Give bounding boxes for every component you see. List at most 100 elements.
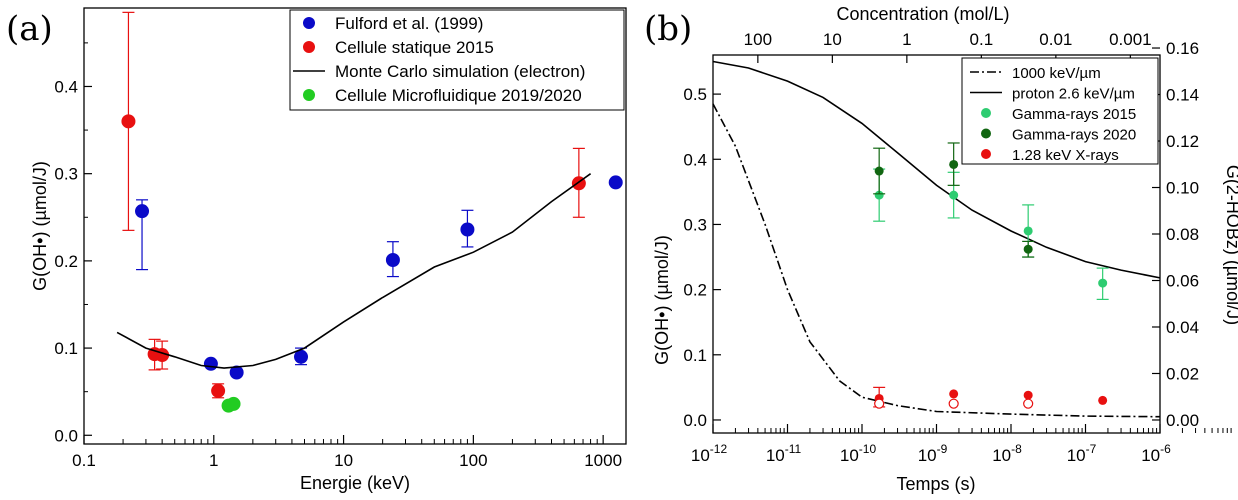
panel-b-x-axis-title: Temps (s) xyxy=(896,474,975,494)
legend-entry-label: Cellule Microfluidique 2019/2020 xyxy=(335,86,582,105)
right-y-tick-label: 0.12 xyxy=(1166,132,1199,151)
x-tick-exponent: -8 xyxy=(1011,442,1022,456)
legend-entry-label: 1.28 keV X-rays xyxy=(1012,147,1119,164)
y-tick-label: 0.4 xyxy=(54,77,78,96)
b-series-5-point xyxy=(1023,398,1034,409)
x-tick-label: 1 xyxy=(209,451,218,470)
right-y-tick-label: 0.04 xyxy=(1166,318,1199,337)
panel-a-y-axis: 0.0 0.1 0.2 0.3 0.4 xyxy=(54,42,92,445)
x-tick-label: 10-7 xyxy=(1067,442,1097,465)
panel-b-right-y-axis-title: G(2-HOBz) (µmol/J) xyxy=(1223,165,1238,325)
panel-b-x-axis: 10-12 10-11 10-10 10-9 10-8 10-7 10-6 xyxy=(691,424,1232,465)
right-y-tick-label: 0.02 xyxy=(1166,364,1199,383)
x-tick-label: 10-6 xyxy=(1141,442,1171,465)
top-tick-label: 0.001 xyxy=(1109,30,1152,49)
right-y-tick-label: 0.10 xyxy=(1166,179,1199,198)
a-series-0-point xyxy=(229,365,244,380)
x-tick-base: 10 xyxy=(1141,446,1160,465)
panel-b-letter: (b) xyxy=(644,9,692,49)
a-series-1-point xyxy=(211,383,226,398)
x-tick-label: 0.1 xyxy=(72,451,96,470)
panel-b-y-axis: 0.0 0.1 0.2 0.3 0.4 0.5 xyxy=(683,85,721,430)
top-tick-label: 10 xyxy=(823,30,842,49)
panel-a-frame xyxy=(83,7,627,445)
panel-b-y-axis-title: G(OH•) (µmol/J) xyxy=(652,235,672,365)
x-tick-base: 10 xyxy=(918,446,937,465)
b-series-4-point xyxy=(949,389,959,399)
y-tick-label: 0.3 xyxy=(54,165,78,184)
y-tick-label: 0.0 xyxy=(54,426,78,445)
b-series-4-point xyxy=(1098,395,1108,405)
right-y-tick-label: 0.06 xyxy=(1166,271,1199,290)
legend-marker-sample xyxy=(981,149,991,159)
panel-b-legend: 1000 keV/µm proton 2.6 keV/µm Gamma-rays 2… xyxy=(961,57,1159,165)
y-tick-label: 0.2 xyxy=(54,252,78,271)
a-series-2-line xyxy=(116,173,592,369)
y-tick-label: 0.1 xyxy=(683,346,707,365)
x-tick-base: 10 xyxy=(1067,446,1086,465)
panel-b-legend-box xyxy=(961,57,1159,165)
panel-b: (b) Concentration (mol/L) 0.00.10.20.30.… xyxy=(644,4,1238,494)
y-tick-label: 0.3 xyxy=(683,215,707,234)
x-tick-base: 10 xyxy=(766,446,785,465)
x-tick-label: 10 xyxy=(334,451,353,470)
y-tick-label: 0.5 xyxy=(683,85,707,104)
b-series-5-point xyxy=(948,398,959,409)
top-tick-label: 1 xyxy=(902,30,911,49)
panel-b-series xyxy=(712,60,1161,418)
x-tick-label: 10-10 xyxy=(840,442,877,465)
b-series-3-point xyxy=(1023,244,1033,254)
right-y-tick-label: 0.14 xyxy=(1166,86,1199,105)
y-tick-label: 0.0 xyxy=(683,411,707,430)
x-tick-base: 10 xyxy=(992,446,1011,465)
legend-entry-label: proton 2.6 keV/µm xyxy=(1012,86,1135,103)
a-series-0-point xyxy=(294,349,309,364)
legend-entry-label: Monte Carlo simulation (electron) xyxy=(335,62,585,81)
x-tick-label: 100 xyxy=(459,451,487,470)
panel-a-x-axis: 0.1 1 10 100 1000 xyxy=(72,435,622,470)
legend-marker-sample xyxy=(303,89,315,101)
legend-marker-sample xyxy=(981,108,991,118)
legend-marker-sample xyxy=(303,41,315,53)
legend-entry-label: Gamma-rays 2015 xyxy=(1012,106,1136,123)
legend-entry-label: Gamma-rays 2020 xyxy=(1012,127,1136,144)
x-tick-exponent: -7 xyxy=(1086,442,1097,456)
y-tick-label: 0.4 xyxy=(683,150,707,169)
x-tick-exponent: -9 xyxy=(937,442,948,456)
x-tick-exponent: -12 xyxy=(710,442,728,456)
b-series-2-point xyxy=(1098,278,1108,288)
legend-entry-label: Cellule statique 2015 xyxy=(335,38,494,57)
top-tick-label: 0.01 xyxy=(1039,30,1072,49)
x-tick-label: 1000 xyxy=(584,451,622,470)
panel-a-letter: (a) xyxy=(6,9,53,49)
legend-marker-sample xyxy=(303,17,315,29)
x-tick-exponent: -10 xyxy=(859,442,877,456)
legend-entry-label: Fulford et al. (1999) xyxy=(335,14,483,33)
top-tick-label: 100 xyxy=(744,30,772,49)
legend-marker-sample xyxy=(981,128,991,139)
top-tick-label: 0.1 xyxy=(970,30,994,49)
x-tick-base: 10 xyxy=(840,446,859,465)
y-tick-label: 0.2 xyxy=(683,281,707,300)
x-tick-label: 10-11 xyxy=(766,442,802,465)
a-series-0-point xyxy=(608,175,623,190)
panel-a-legend: Fulford et al. (1999) Cellule statique 20… xyxy=(289,9,625,111)
x-tick-exponent: -11 xyxy=(785,442,802,456)
b-series-4-point xyxy=(1023,390,1033,400)
a-series-1-point xyxy=(121,114,136,129)
b-series-2-point xyxy=(874,190,884,200)
a-series-0-point xyxy=(203,356,218,371)
right-y-tick-label: 0.00 xyxy=(1166,411,1199,430)
panel-a-x-axis-title: Energie (keV) xyxy=(300,473,410,493)
b-series-0-line xyxy=(712,103,1161,418)
a-series-0-point xyxy=(135,204,150,219)
a-series-0-point xyxy=(460,222,475,237)
b-series-5-point xyxy=(874,398,885,409)
x-tick-label: 10-8 xyxy=(992,442,1022,465)
panel-a-series xyxy=(116,11,623,413)
legend-entry-label: 1000 keV/µm xyxy=(1012,65,1101,82)
x-tick-base: 10 xyxy=(691,446,710,465)
a-series-0-point xyxy=(385,253,400,268)
right-y-tick-label: 0.16 xyxy=(1166,39,1199,58)
